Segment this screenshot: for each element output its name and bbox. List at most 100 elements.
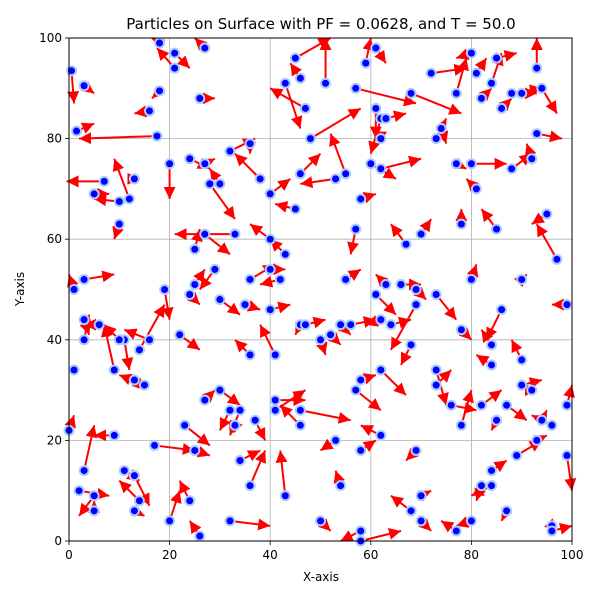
particles bbox=[63, 37, 573, 547]
velocity-arrow bbox=[229, 518, 271, 531]
particle-point bbox=[229, 419, 241, 431]
particle-point bbox=[169, 47, 181, 59]
velocity-arrow bbox=[485, 309, 503, 341]
particle-point bbox=[123, 193, 135, 205]
x-tick-label: 100 bbox=[561, 548, 584, 562]
particle-point bbox=[350, 384, 362, 396]
particle-point bbox=[264, 188, 276, 200]
particle-point bbox=[410, 444, 422, 456]
particle-point bbox=[506, 163, 518, 175]
particle-point bbox=[164, 515, 176, 527]
particle-point bbox=[425, 67, 437, 79]
velocity-arrow bbox=[269, 87, 306, 110]
particle-point bbox=[143, 105, 155, 117]
particle-point bbox=[108, 364, 120, 376]
particle-point bbox=[133, 344, 145, 356]
particle-point bbox=[68, 364, 80, 376]
particle-point bbox=[491, 223, 503, 235]
particle-point bbox=[375, 364, 387, 376]
particle-point bbox=[143, 334, 155, 346]
particle-point bbox=[501, 399, 513, 411]
velocity-arrow bbox=[112, 158, 131, 200]
particle-point bbox=[325, 329, 337, 341]
particle-point bbox=[249, 414, 261, 426]
velocity-arrow bbox=[460, 389, 474, 426]
particle-point bbox=[224, 404, 236, 416]
velocity-arrow bbox=[133, 475, 151, 507]
particle-point bbox=[506, 87, 518, 99]
particle-point bbox=[415, 515, 427, 527]
velocity-arrow bbox=[300, 176, 336, 189]
y-tick-label: 40 bbox=[47, 333, 62, 347]
particle-point bbox=[516, 354, 528, 366]
particle-point bbox=[330, 173, 342, 185]
particle-point bbox=[269, 349, 281, 361]
particle-point bbox=[254, 173, 266, 185]
particle-point bbox=[169, 62, 181, 74]
particle-point bbox=[244, 138, 256, 150]
velocity-arrow bbox=[284, 82, 303, 129]
particle-point bbox=[244, 273, 256, 285]
x-tick-label: 0 bbox=[65, 548, 73, 562]
particle-point bbox=[455, 419, 467, 431]
particle-point bbox=[149, 439, 161, 451]
particle-point bbox=[355, 193, 367, 205]
particle-point bbox=[465, 47, 477, 59]
x-tick-label: 20 bbox=[162, 548, 177, 562]
particle-point bbox=[350, 82, 362, 94]
particle-point bbox=[315, 334, 326, 346]
x-tick-label: 60 bbox=[363, 548, 378, 562]
particle-point bbox=[435, 123, 447, 135]
particle-point bbox=[340, 273, 352, 285]
particle-point bbox=[355, 444, 367, 456]
particle-point bbox=[194, 92, 206, 104]
particle-point bbox=[450, 525, 462, 537]
particle-point bbox=[113, 218, 125, 230]
particle-point bbox=[501, 505, 513, 517]
particle-point bbox=[536, 82, 548, 94]
velocity-arrow bbox=[275, 450, 288, 496]
velocity-arrow bbox=[329, 133, 347, 175]
particle-point bbox=[66, 65, 78, 77]
velocity-arrow bbox=[209, 183, 236, 220]
particle-point bbox=[154, 85, 166, 97]
y-axis-ticks: 0 20 40 60 80 100 bbox=[39, 31, 69, 548]
particle-point bbox=[385, 319, 397, 331]
y-tick-label: 20 bbox=[47, 433, 62, 447]
y-tick-label: 60 bbox=[47, 232, 62, 246]
particle-point bbox=[430, 289, 442, 301]
particle-point bbox=[244, 480, 256, 492]
particle-point bbox=[214, 178, 226, 190]
particle-point bbox=[546, 525, 558, 537]
particle-point bbox=[199, 42, 211, 54]
particle-point bbox=[204, 178, 216, 190]
particle-point bbox=[229, 228, 241, 240]
particle-point bbox=[294, 404, 306, 416]
particle-point bbox=[71, 125, 83, 137]
particle-point bbox=[486, 339, 498, 351]
particle-point bbox=[214, 294, 226, 306]
particle-point bbox=[78, 465, 90, 477]
particle-point bbox=[430, 133, 442, 145]
particle-point bbox=[465, 515, 477, 527]
particle-point bbox=[274, 273, 286, 285]
particle-point bbox=[491, 52, 503, 64]
velocity-arrow bbox=[138, 304, 166, 351]
velocity-arrow bbox=[360, 528, 402, 542]
velocity-arrow bbox=[380, 155, 422, 170]
particle-point bbox=[113, 195, 125, 207]
particle-point bbox=[340, 168, 352, 180]
particle-point bbox=[174, 329, 186, 341]
y-tick-label: 100 bbox=[39, 31, 62, 45]
particle-point bbox=[234, 404, 246, 416]
y-axis-label: Y-axis bbox=[13, 272, 27, 307]
particle-point bbox=[546, 419, 558, 431]
particle-point bbox=[184, 495, 196, 507]
velocity-arrow bbox=[564, 455, 577, 491]
particle-point bbox=[370, 102, 382, 114]
particle-point bbox=[128, 374, 140, 386]
particle-point bbox=[244, 349, 256, 361]
velocity-arrows bbox=[64, 37, 577, 542]
particle-point bbox=[475, 480, 487, 492]
particle-point bbox=[355, 525, 367, 537]
